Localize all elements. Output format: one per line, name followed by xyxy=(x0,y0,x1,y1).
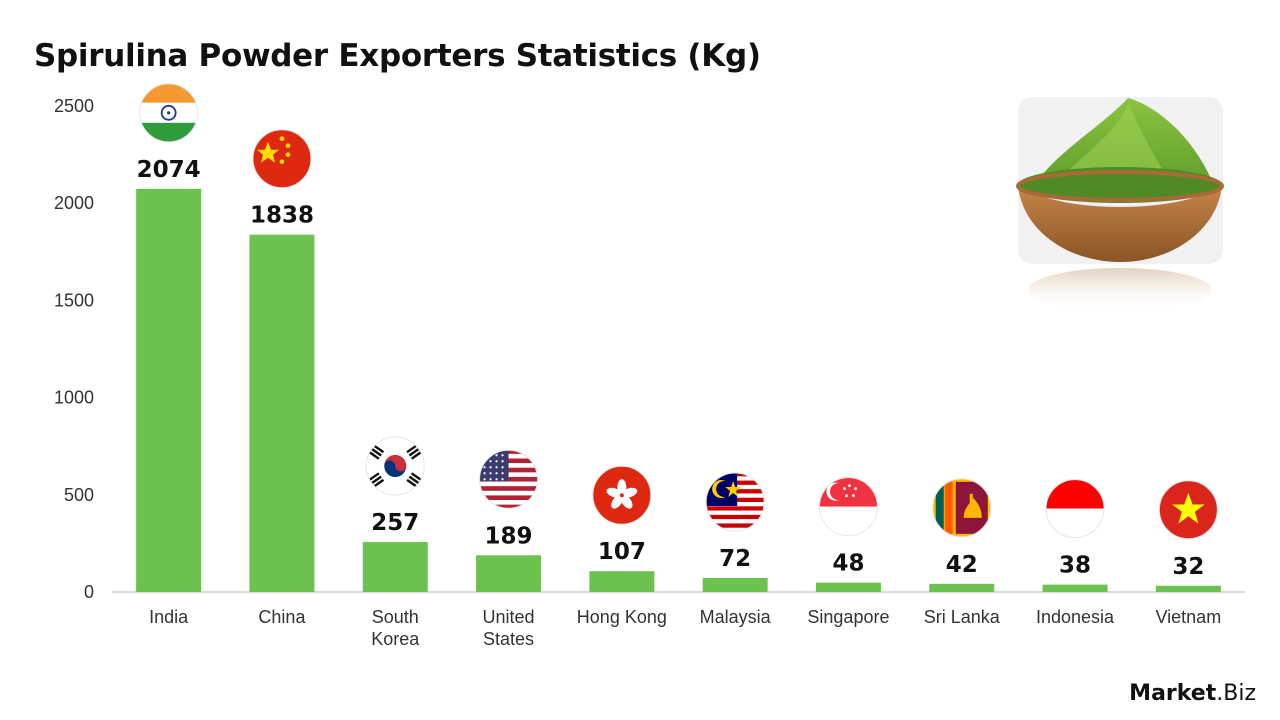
bar xyxy=(362,542,428,592)
chart-title: Spirulina Powder Exporters Statistics (K… xyxy=(34,38,761,74)
y-tick-label: 2500 xyxy=(54,96,94,116)
bar xyxy=(1155,585,1221,592)
south-korea-flag-icon xyxy=(365,436,425,496)
bar xyxy=(929,583,995,592)
data-label: 107 xyxy=(598,539,646,565)
y-tick-label: 0 xyxy=(84,582,94,602)
x-tick-label: Malaysia xyxy=(700,607,772,627)
hong-kong-flag-icon xyxy=(592,465,652,525)
bar xyxy=(136,188,202,593)
x-tick-label: Vietnam xyxy=(1155,607,1221,627)
data-label: 1838 xyxy=(250,203,314,229)
data-label: 32 xyxy=(1172,554,1204,580)
vietnam-flag-icon xyxy=(1158,480,1218,540)
data-label: 38 xyxy=(1059,553,1091,579)
x-tick-label: China xyxy=(258,607,306,627)
data-label: 42 xyxy=(946,552,978,578)
malaysia-flag-icon xyxy=(705,472,765,532)
data-label: 189 xyxy=(485,523,533,549)
china-flag-icon xyxy=(252,129,312,189)
x-tick-label: India xyxy=(149,607,189,627)
y-tick-label: 500 xyxy=(64,485,94,505)
y-tick-label: 1000 xyxy=(54,388,94,408)
brand-logo: Market.Biz xyxy=(1129,681,1256,706)
x-tick-label: Hong Kong xyxy=(577,607,667,627)
x-tick-label: Singapore xyxy=(807,607,889,627)
indonesia-flag-icon xyxy=(1045,479,1105,539)
x-tick-label: Indonesia xyxy=(1036,607,1115,627)
data-label: 48 xyxy=(832,551,864,577)
bar xyxy=(589,571,655,592)
singapore-flag-icon xyxy=(818,477,878,537)
data-label: 72 xyxy=(719,546,751,572)
data-label: 257 xyxy=(371,510,419,536)
x-tick-label: Sri Lanka xyxy=(924,607,1001,627)
data-label: 2074 xyxy=(137,157,201,183)
united-states-flag-icon xyxy=(479,449,539,509)
x-tick-label: South Korea xyxy=(371,607,420,649)
powder-bowl-illustration xyxy=(1016,97,1224,312)
y-tick-label: 2000 xyxy=(54,193,94,213)
bar xyxy=(249,234,315,592)
y-tick-label: 1500 xyxy=(54,290,94,310)
india-flag-icon xyxy=(139,83,199,143)
bar xyxy=(815,582,881,592)
bar xyxy=(476,555,542,592)
bar xyxy=(702,578,768,592)
sri-lanka-flag-icon xyxy=(932,478,992,538)
x-tick-label: United States xyxy=(483,607,535,649)
bar xyxy=(1042,584,1108,592)
